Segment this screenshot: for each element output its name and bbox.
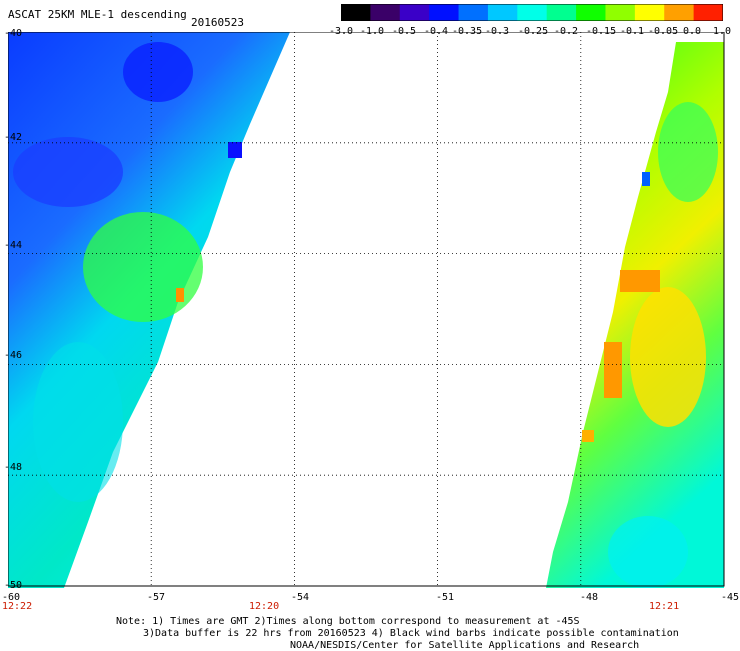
note-line-1: Note: 1) Times are GMT 2)Times along bot… bbox=[116, 616, 580, 627]
map-panel bbox=[8, 32, 725, 588]
map-grid bbox=[8, 32, 724, 586]
note-line-3: NOAA/NESDIS/Center for Satellite Applica… bbox=[290, 640, 640, 651]
lon-tick-label: -45 bbox=[721, 592, 740, 603]
colorbar-swatch bbox=[399, 4, 430, 21]
colorbar-swatch bbox=[458, 4, 489, 21]
lon-tick-label: -51 bbox=[436, 592, 455, 603]
colorbar-swatch bbox=[605, 4, 636, 21]
left-swath bbox=[8, 32, 290, 588]
lat-tick-label: -42 bbox=[4, 132, 23, 143]
colorbar bbox=[341, 4, 723, 21]
lat-tick-label: -50 bbox=[4, 580, 23, 591]
time-label: 12:21 bbox=[649, 601, 680, 612]
colorbar-swatch bbox=[576, 4, 606, 21]
time-label: 12:22 bbox=[2, 601, 33, 612]
colorbar-swatch bbox=[693, 4, 723, 21]
colorbar-swatch bbox=[370, 4, 401, 21]
map-date: 20160523 bbox=[191, 16, 244, 29]
colorbar-swatch bbox=[546, 4, 577, 21]
right-swath bbox=[546, 42, 724, 588]
time-label: 12:20 bbox=[249, 601, 280, 612]
note-line-2: 3)Data buffer is 22 hrs from 20160523 4)… bbox=[143, 628, 679, 639]
colorbar-swatch bbox=[429, 4, 460, 21]
lat-tick-label: -40 bbox=[4, 28, 23, 39]
colorbar-swatch bbox=[487, 4, 518, 21]
colorbar-swatch bbox=[664, 4, 695, 21]
map-title: ASCAT 25KM MLE-1 descending bbox=[8, 8, 187, 21]
lon-tick-label: -60 bbox=[2, 592, 21, 603]
lat-tick-label: -44 bbox=[4, 240, 23, 251]
lon-tick-label: -48 bbox=[580, 592, 599, 603]
lat-tick-label: -48 bbox=[4, 462, 23, 473]
colorbar-swatch bbox=[341, 4, 371, 21]
lon-tick-label: -54 bbox=[291, 592, 310, 603]
map-frame bbox=[8, 32, 725, 587]
lon-tick-label: -57 bbox=[147, 592, 166, 603]
lat-tick-label: -46 bbox=[4, 350, 23, 361]
colorbar-swatch bbox=[634, 4, 665, 21]
colorbar-swatch bbox=[517, 4, 548, 21]
